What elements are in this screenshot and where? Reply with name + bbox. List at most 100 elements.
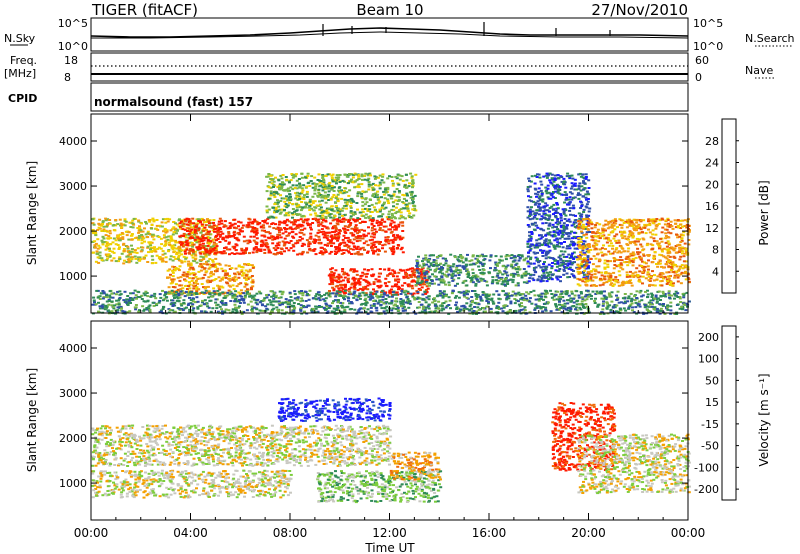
power-cell bbox=[281, 232, 285, 235]
power-cell bbox=[91, 218, 95, 221]
power-cell bbox=[194, 235, 198, 238]
power-cell bbox=[585, 236, 589, 239]
power-cell bbox=[272, 206, 275, 209]
power-cell bbox=[413, 205, 417, 208]
power-cell bbox=[577, 173, 581, 176]
power-cell bbox=[93, 230, 97, 233]
power-cell bbox=[407, 285, 411, 288]
power-cell bbox=[600, 274, 604, 277]
power-cell bbox=[100, 224, 104, 227]
power-cell bbox=[577, 192, 580, 195]
power-cell bbox=[406, 277, 410, 279]
power-cell bbox=[344, 187, 348, 190]
power-cell bbox=[610, 219, 614, 222]
power-cell bbox=[283, 205, 287, 208]
power-cell bbox=[623, 250, 627, 253]
power-cell bbox=[227, 277, 230, 280]
power-cell bbox=[153, 249, 157, 252]
power-cell bbox=[554, 184, 558, 187]
power-cell bbox=[176, 257, 180, 260]
power-cell bbox=[268, 232, 272, 235]
power-cell bbox=[248, 268, 252, 271]
power-cell bbox=[272, 227, 276, 230]
power-cell bbox=[278, 188, 281, 191]
power-cell bbox=[267, 249, 271, 252]
power-cell bbox=[272, 194, 276, 197]
power-cell bbox=[346, 274, 350, 277]
power-cell bbox=[510, 265, 514, 268]
power-cell bbox=[406, 207, 410, 210]
power-cell bbox=[544, 222, 548, 224]
power-cell bbox=[687, 239, 691, 241]
power-cell bbox=[559, 242, 563, 245]
power-cell bbox=[329, 250, 333, 253]
power-cell bbox=[491, 281, 495, 283]
power-cell bbox=[687, 278, 691, 281]
power-cell bbox=[400, 246, 404, 249]
power-cell bbox=[471, 268, 475, 271]
power-cell bbox=[544, 202, 548, 205]
power-cell bbox=[540, 198, 543, 201]
power-cell bbox=[235, 244, 239, 247]
power-cell bbox=[400, 175, 404, 178]
power-cell bbox=[280, 187, 284, 190]
power-cell bbox=[387, 269, 391, 272]
power-cell bbox=[395, 305, 399, 308]
power-cell bbox=[187, 260, 191, 263]
power-cell bbox=[311, 182, 315, 185]
power-cell bbox=[298, 197, 302, 200]
power-cell bbox=[392, 209, 396, 212]
power-cell bbox=[631, 264, 635, 267]
power-cell bbox=[410, 190, 414, 193]
power-region bbox=[526, 172, 592, 283]
power-cell bbox=[170, 246, 174, 249]
power-cell bbox=[683, 252, 687, 255]
power-cell bbox=[628, 261, 632, 264]
power-cell bbox=[131, 219, 135, 222]
power-cell bbox=[358, 237, 362, 240]
power-cell bbox=[378, 286, 382, 288]
power-cell bbox=[203, 226, 207, 229]
power-cell bbox=[651, 229, 655, 232]
power-cell bbox=[401, 236, 405, 239]
power-cell bbox=[608, 252, 612, 255]
power-cell bbox=[399, 221, 403, 224]
power-cell bbox=[221, 238, 225, 241]
power-cell bbox=[171, 239, 175, 242]
power-cell bbox=[252, 239, 256, 242]
power-cell bbox=[538, 234, 542, 237]
power-cell bbox=[577, 220, 581, 223]
power-cell bbox=[400, 288, 404, 291]
power-cell bbox=[555, 207, 559, 210]
power-cell bbox=[635, 237, 639, 240]
power-cell bbox=[556, 191, 560, 194]
power-cell bbox=[319, 217, 323, 220]
power-cell bbox=[180, 234, 184, 237]
power-cell bbox=[107, 237, 111, 240]
power-cell bbox=[527, 177, 531, 180]
power-cell bbox=[578, 223, 581, 226]
power-cell bbox=[459, 271, 463, 274]
power-cell bbox=[370, 268, 374, 271]
power-cell bbox=[377, 275, 381, 278]
power-cell bbox=[396, 281, 400, 284]
power-cell bbox=[286, 234, 290, 237]
power-cell bbox=[174, 283, 178, 286]
power-cell bbox=[182, 299, 186, 302]
power-cell bbox=[387, 239, 391, 242]
power-cell bbox=[354, 229, 358, 231]
power-cell bbox=[362, 278, 366, 281]
power-cell bbox=[387, 242, 391, 245]
power-cell bbox=[272, 252, 276, 255]
power-cell bbox=[255, 237, 259, 240]
power-cell bbox=[321, 214, 325, 217]
power-cell bbox=[542, 275, 546, 278]
power-cell bbox=[594, 239, 598, 242]
power-cell bbox=[392, 270, 396, 273]
power-cell bbox=[389, 222, 393, 225]
power-cell bbox=[572, 274, 575, 277]
power-cell bbox=[446, 267, 450, 270]
power-cell bbox=[280, 247, 283, 250]
power-cell bbox=[493, 269, 497, 272]
power-cell bbox=[554, 259, 558, 262]
